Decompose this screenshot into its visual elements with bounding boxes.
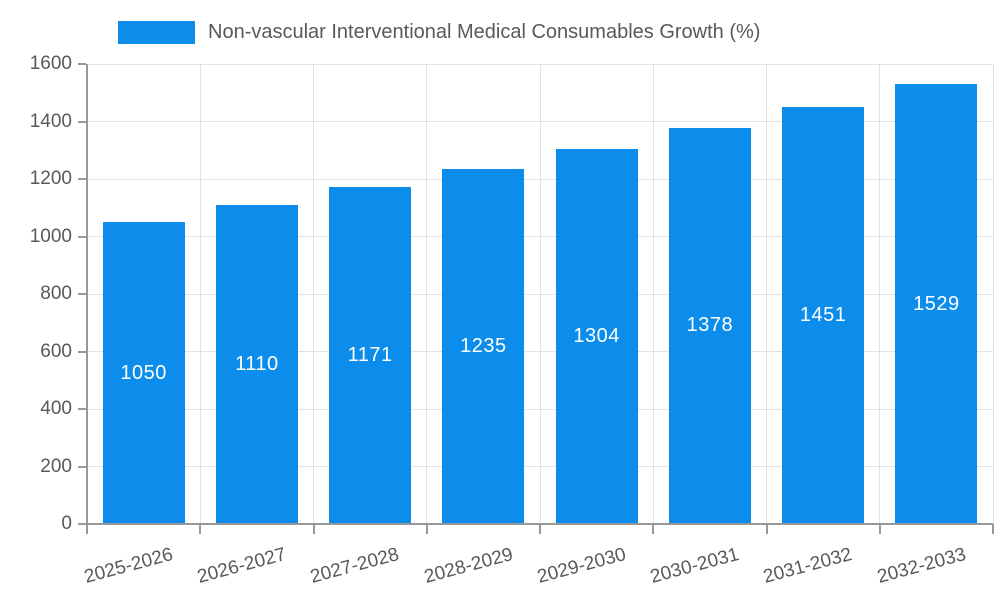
y-tick <box>78 350 86 353</box>
bar-value-label: 1304 <box>573 325 620 348</box>
x-tick-label: 2030-2031 <box>648 544 742 588</box>
bar: 1451 <box>782 106 865 524</box>
bar: 1304 <box>555 149 638 524</box>
bar-value-label: 1171 <box>347 344 393 367</box>
x-tick <box>86 524 88 534</box>
y-tick-label: 1400 <box>29 110 72 132</box>
x-tick <box>765 524 768 534</box>
x-gridline <box>879 64 881 524</box>
x-tick <box>199 524 202 534</box>
y-axis-line <box>86 64 88 524</box>
x-gridline <box>313 64 314 524</box>
y-tick <box>78 408 86 410</box>
x-tick-label: 2026-2027 <box>195 544 289 588</box>
x-tick-label: 2027-2028 <box>308 544 402 588</box>
y-tick <box>78 293 86 295</box>
y-tick-label: 400 <box>40 398 72 419</box>
bar: 1378 <box>668 127 751 524</box>
bar-value-label: 1110 <box>235 352 279 375</box>
x-gridline <box>992 64 994 524</box>
y-tick-label: 200 <box>40 455 72 477</box>
bar-value-label: 1529 <box>913 292 960 315</box>
bar-value-label: 1451 <box>799 303 847 326</box>
bar: 1171 <box>329 187 412 524</box>
x-tick <box>312 524 315 534</box>
x-tick <box>992 524 994 534</box>
bar: 1050 <box>102 222 185 524</box>
legend-swatch <box>118 20 195 44</box>
x-gridline <box>652 64 654 524</box>
x-tick <box>878 524 881 534</box>
y-tick <box>78 120 86 123</box>
x-tick-label: 2025-2026 <box>81 544 176 588</box>
x-axis-line <box>87 523 993 525</box>
legend-label: Non-vascular Interventional Medical Cons… <box>208 21 761 43</box>
y-tick <box>78 235 86 238</box>
plot-area: 0 200 400 600 800 1000 1200 1400 1600 1050 1110 117… <box>30 53 994 588</box>
y-tick-label: 1000 <box>29 225 72 247</box>
x-tick <box>539 524 541 534</box>
bar: 1110 <box>215 204 298 524</box>
x-gridline <box>426 64 428 524</box>
x-tick-label: 2032-2033 <box>874 544 968 588</box>
bar-value-label: 1235 <box>460 334 507 357</box>
legend: Non-vascular Interventional Medical Cons… <box>118 20 760 44</box>
y-tick <box>78 63 86 65</box>
bar: 1529 <box>895 84 978 524</box>
bar: 1235 <box>442 168 525 524</box>
y-tick-label: 1600 <box>29 53 72 74</box>
x-gridline <box>766 64 767 524</box>
y-tick-label: 800 <box>40 283 72 304</box>
x-tick-label: 2031-2032 <box>761 544 855 588</box>
x-tick <box>652 524 655 534</box>
y-tick-label: 600 <box>40 340 72 362</box>
bar-value-label: 1050 <box>120 361 167 384</box>
x-tick <box>425 524 428 534</box>
bar-value-label: 1378 <box>686 314 734 337</box>
x-tick-label: 2029-2030 <box>534 544 629 588</box>
y-tick <box>78 465 86 468</box>
x-tick-label: 2028-2029 <box>421 544 515 588</box>
y-tick <box>78 523 86 525</box>
y-tick <box>78 178 86 180</box>
x-gridline <box>199 64 201 524</box>
x-gridline <box>539 64 541 524</box>
y-tick-label: 0 <box>61 513 72 534</box>
y-tick-label: 1200 <box>29 168 72 189</box>
